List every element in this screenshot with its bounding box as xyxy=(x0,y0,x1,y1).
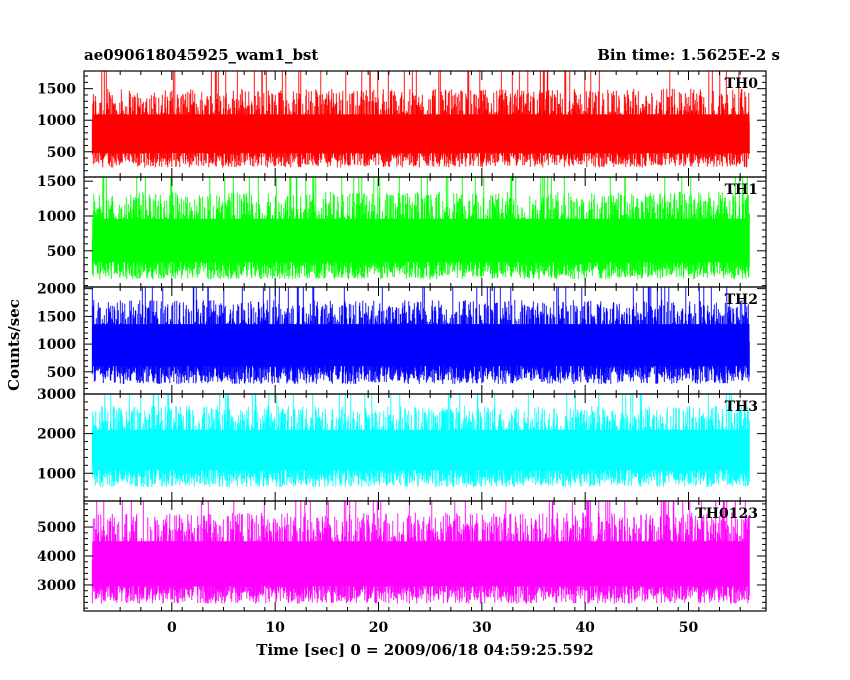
x-tick-label: 30 xyxy=(472,620,492,636)
panel-th0: 500 1000 1500 TH0 xyxy=(37,70,767,178)
signal-trace-th1 xyxy=(91,177,750,280)
y-tick-label: 1500 xyxy=(37,82,76,98)
signal-trace-th3 xyxy=(91,394,750,488)
panel-label: TH2 xyxy=(725,292,758,308)
y-axis-label: Counts/sec xyxy=(5,299,23,391)
y-tick-label: 5000 xyxy=(37,520,76,536)
y-tick-label: 1000 xyxy=(37,113,76,129)
chart-title: ae090618045925_wam1_bst xyxy=(84,46,318,64)
panel-th2: 500 1000 1500 2000 TH2 xyxy=(37,282,767,395)
x-tick-label: 0 xyxy=(167,620,177,636)
signal-trace-th0 xyxy=(91,71,750,168)
x-tick-label: 50 xyxy=(679,620,699,636)
signal-trace-th2 xyxy=(91,287,750,384)
y-tick-label: 1000 xyxy=(37,209,76,225)
panel-label: TH0123 xyxy=(695,506,758,522)
panel-th1: 500 1000 1500 TH1 xyxy=(37,174,767,288)
signal-trace-th0123 xyxy=(91,501,750,604)
panel-label: TH3 xyxy=(725,399,758,415)
y-tick-label: 4000 xyxy=(37,549,76,565)
x-tick-label: 10 xyxy=(265,620,285,636)
y-tick-label: 2000 xyxy=(37,282,76,298)
panel-label: TH1 xyxy=(725,182,758,198)
y-tick-label: 3000 xyxy=(37,578,76,594)
panel-label: TH0 xyxy=(725,76,759,92)
panel-th3: 1000 2000 3000 TH3 xyxy=(37,387,767,502)
y-tick-label: 500 xyxy=(47,145,76,161)
x-tick-label: 40 xyxy=(575,620,595,636)
y-tick-label: 1000 xyxy=(37,466,76,482)
panel-th0123: 3000 4000 5000 TH0123 xyxy=(37,500,767,612)
y-tick-label: 500 xyxy=(47,365,76,381)
y-tick-label: 2000 xyxy=(37,427,76,443)
y-tick-label: 1500 xyxy=(37,309,76,325)
y-tick-label: 500 xyxy=(47,244,76,260)
y-tick-label: 1500 xyxy=(37,174,76,190)
y-tick-label: 1000 xyxy=(37,337,76,353)
x-tick-label: 20 xyxy=(369,620,389,636)
bin-time-label: Bin time: 1.5625E-2 s xyxy=(597,46,780,64)
y-tick-label: 3000 xyxy=(37,387,76,403)
x-axis-label: Time [sec] 0 = 2009/06/18 04:59:25.592 xyxy=(256,641,593,659)
